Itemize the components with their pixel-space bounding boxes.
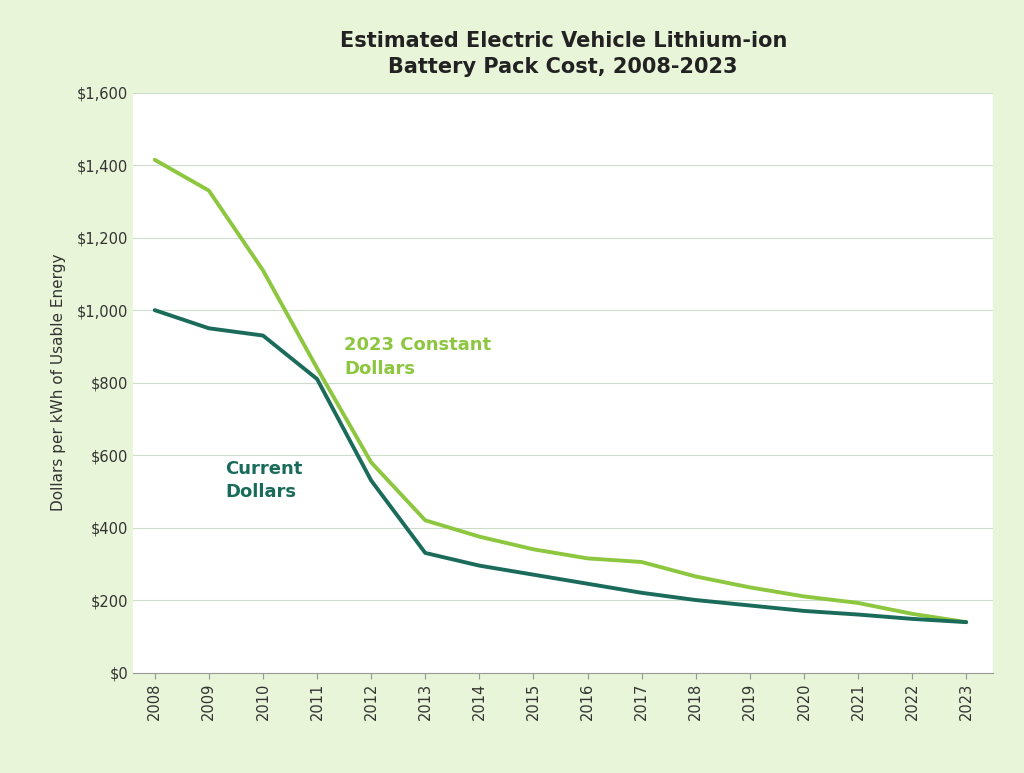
Y-axis label: Dollars per kWh of Usable Energy: Dollars per kWh of Usable Energy — [51, 254, 66, 512]
Text: 2023 Constant
Dollars: 2023 Constant Dollars — [344, 336, 492, 378]
Text: Current
Dollars: Current Dollars — [225, 460, 302, 501]
Title: Estimated Electric Vehicle Lithium-ion
Battery Pack Cost, 2008-2023: Estimated Electric Vehicle Lithium-ion B… — [340, 31, 786, 77]
